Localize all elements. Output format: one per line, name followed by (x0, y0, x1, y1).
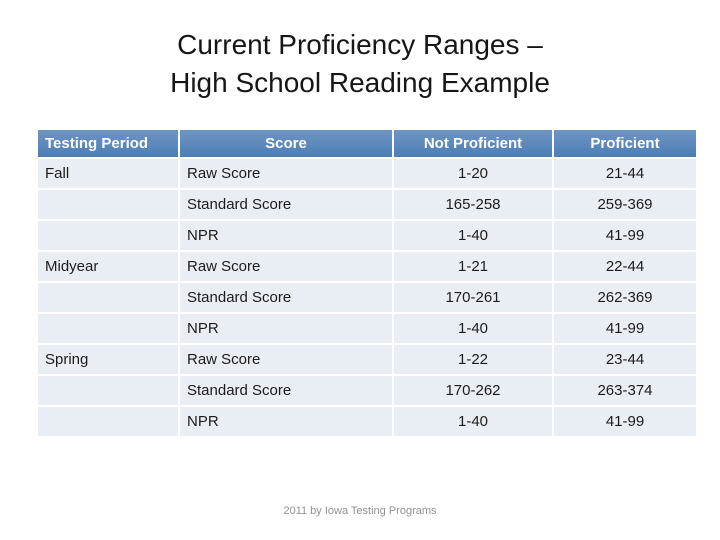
cell-period: Spring (38, 345, 178, 374)
cell-period: Midyear (38, 252, 178, 281)
proficiency-table: Testing Period Score Not Proficient Prof… (38, 130, 696, 436)
cell-score: Standard Score (180, 190, 392, 219)
cell-proficient: 41-99 (554, 221, 696, 250)
cell-score: NPR (180, 407, 392, 436)
slide-footer: 2011 by Iowa Testing Programs (283, 505, 437, 517)
col-header-proficient: Proficient (554, 130, 696, 157)
cell-proficient: 41-99 (554, 407, 696, 436)
cell-not-proficient: 1-40 (394, 407, 552, 436)
cell-not-proficient: 170-262 (394, 376, 552, 405)
cell-period (38, 407, 178, 436)
cell-score: Raw Score (180, 159, 392, 188)
col-header-testing-period: Testing Period (38, 130, 178, 157)
cell-not-proficient: 1-40 (394, 314, 552, 343)
cell-score: NPR (180, 314, 392, 343)
slide-title-line2: High School Reading Example (170, 67, 550, 98)
cell-not-proficient: 165-258 (394, 190, 552, 219)
cell-score: Standard Score (180, 283, 392, 312)
cell-period (38, 221, 178, 250)
cell-proficient: 263-374 (554, 376, 696, 405)
cell-not-proficient: 1-22 (394, 345, 552, 374)
cell-period (38, 190, 178, 219)
cell-period (38, 376, 178, 405)
cell-score: Standard Score (180, 376, 392, 405)
col-header-score: Score (180, 130, 392, 157)
slide-title-line1: Current Proficiency Ranges – (177, 29, 543, 60)
cell-proficient: 21-44 (554, 159, 696, 188)
cell-score: Raw Score (180, 345, 392, 374)
cell-period (38, 283, 178, 312)
cell-score: Raw Score (180, 252, 392, 281)
cell-not-proficient: 1-21 (394, 252, 552, 281)
col-header-not-proficient: Not Proficient (394, 130, 552, 157)
cell-score: NPR (180, 221, 392, 250)
cell-period (38, 314, 178, 343)
cell-not-proficient: 170-261 (394, 283, 552, 312)
cell-not-proficient: 1-20 (394, 159, 552, 188)
cell-proficient: 262-369 (554, 283, 696, 312)
cell-proficient: 23-44 (554, 345, 696, 374)
cell-not-proficient: 1-40 (394, 221, 552, 250)
cell-proficient: 22-44 (554, 252, 696, 281)
cell-proficient: 259-369 (554, 190, 696, 219)
slide-title: Current Proficiency Ranges – High School… (0, 26, 720, 102)
cell-proficient: 41-99 (554, 314, 696, 343)
cell-period: Fall (38, 159, 178, 188)
